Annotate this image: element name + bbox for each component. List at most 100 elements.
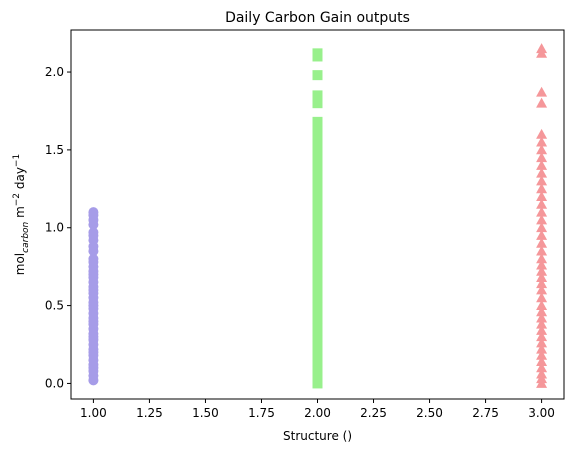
data-point-series-2: [312, 238, 323, 249]
data-point-series-2: [312, 191, 323, 202]
data-point-series-2: [312, 260, 323, 271]
data-point-series-2: [312, 313, 323, 324]
data-point-series-3: [536, 349, 548, 360]
chart-title: Daily Carbon Gain outputs: [225, 10, 410, 26]
data-point-series-2: [312, 272, 323, 283]
data-point-series-2: [312, 344, 323, 355]
data-point-series-3: [536, 183, 548, 194]
data-point-series-3: [536, 343, 548, 354]
data-point-series-3: [536, 86, 548, 97]
data-point-series-2: [312, 98, 323, 109]
data-point-series-1: [88, 207, 99, 218]
x-tick-label: 2.75: [472, 406, 499, 420]
y-tick-label: 0.5: [45, 299, 64, 313]
data-point-series-3: [536, 259, 548, 270]
data-point-series-3: [536, 152, 548, 163]
data-point-series-3: [536, 272, 548, 282]
y-axis-label-prefix: mol: [13, 253, 27, 275]
data-point-series-2: [312, 278, 323, 289]
data-point-series-3: [536, 253, 548, 264]
data-point-series-3: [536, 331, 548, 342]
x-tick-label: 2.25: [360, 406, 387, 420]
data-point-series-2: [312, 325, 323, 336]
data-point-series-3: [536, 206, 548, 217]
y-axis-label-subscript: carbon: [21, 221, 31, 252]
y-axis-label-mid: m: [13, 206, 27, 222]
x-tick-label: 1.00: [80, 406, 107, 420]
data-point-series-2: [312, 222, 323, 233]
data-point-series-3: [536, 368, 548, 379]
data-point-series-2: [312, 129, 323, 140]
x-tick-label: 1.50: [192, 406, 219, 420]
data-point-series-3: [536, 144, 548, 155]
data-point-series-1: [88, 227, 99, 238]
data-point-series-3: [536, 222, 548, 233]
y-axis-ticks: 0.0 0.5 1.0 1.5 2.0: [45, 65, 71, 390]
data-point-series-3: [536, 237, 548, 248]
data-point-series-2: [312, 137, 323, 148]
data-point-series-2: [312, 356, 323, 367]
data-point-series-3: [536, 167, 548, 178]
data-point-series-2: [312, 48, 323, 59]
data-point-series-3: [536, 136, 548, 147]
data-point-series-3: [536, 312, 548, 323]
data-point-series-2: [312, 253, 323, 264]
data-point-series-3: [536, 175, 548, 186]
y-tick-label: 2.0: [45, 65, 64, 79]
data-point-series-3: [536, 43, 548, 54]
data-point-series-2: [312, 214, 323, 225]
x-tick-label: 3.00: [528, 406, 555, 420]
data-point-series-2: [312, 176, 323, 187]
data-point-series-3: [536, 306, 548, 317]
data-point-series-2: [312, 230, 323, 241]
data-point-series-2: [312, 144, 323, 155]
y-axis-label-sup1: −2: [12, 193, 22, 206]
y-axis-label-sup2: −1: [12, 154, 22, 167]
y-axis-label: molcarbon m−2 day−1: [12, 154, 31, 275]
data-point-series-2: [312, 168, 323, 179]
data-point-series-2: [312, 183, 323, 194]
data-point-series-2: [312, 152, 323, 163]
data-point-series-2: [312, 331, 323, 342]
data-point-series-3: [536, 245, 548, 256]
data-point-series-3: [536, 324, 548, 335]
data-point-series-2: [312, 300, 323, 311]
data-point-series-3: [536, 159, 548, 170]
data-point-series-1: [88, 253, 99, 264]
data-point-series-3: [536, 198, 548, 209]
data-point-series-2: [312, 337, 323, 348]
x-tick-label: 2.50: [416, 406, 443, 420]
y-tick-label: 0.0: [45, 376, 64, 390]
data-point-series-3: [536, 337, 548, 348]
y-tick-label: 1.0: [45, 221, 64, 235]
data-point-series-2: [312, 70, 323, 81]
y-tick-label: 1.5: [45, 143, 64, 157]
x-tick-label: 1.25: [136, 406, 163, 420]
data-point-series-2: [312, 350, 323, 361]
data-point-series-2: [312, 362, 323, 373]
data-point-series-3: [536, 230, 548, 240]
data-point-series-3: [536, 318, 548, 329]
data-point-series-3: [536, 284, 548, 295]
data-point-series-3: [536, 362, 548, 373]
data-point-series-2: [312, 306, 323, 317]
data-point-series-2: [312, 292, 323, 303]
data-point-series-2: [312, 266, 323, 277]
x-axis-label: Structure (): [283, 429, 352, 443]
data-marks: [88, 43, 548, 389]
data-point-series-3: [536, 97, 548, 108]
data-point-series-2: [312, 285, 323, 296]
data-point-series-2: [312, 199, 323, 210]
data-point-series-2: [312, 90, 323, 101]
data-point-series-3: [536, 265, 548, 276]
x-tick-label: 2.00: [304, 406, 331, 420]
data-point-series-3: [536, 300, 548, 310]
data-point-series-3: [536, 356, 548, 367]
data-point-series-3: [536, 292, 548, 303]
data-point-series-2: [312, 160, 323, 171]
data-point-series-2: [312, 207, 323, 218]
data-point-series-2: [312, 319, 323, 330]
data-point-series-2: [312, 116, 323, 127]
